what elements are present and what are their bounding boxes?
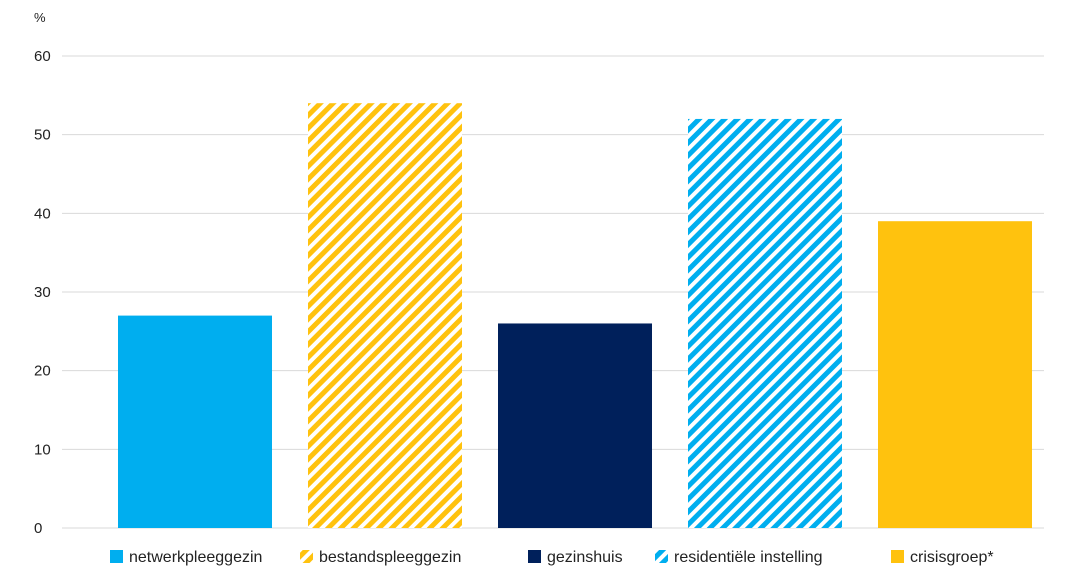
legend-label: crisisgroep* [910, 549, 994, 566]
y-axis-tick-labels: 0 10 20 30 40 50 60 [34, 48, 51, 537]
y-tick-label: 40 [34, 205, 51, 222]
y-tick-label: 10 [34, 441, 51, 458]
legend-label: gezinshuis [547, 549, 623, 566]
legend-swatch [655, 550, 668, 563]
y-tick-label: 60 [34, 48, 51, 65]
legend-item: netwerkpleeggezin [110, 549, 262, 566]
bar-5 [878, 221, 1032, 528]
legend-item: residentiële instelling [655, 549, 823, 566]
legend-swatch [300, 550, 313, 563]
legend-item: gezinshuis [528, 549, 623, 566]
bar-2 [308, 103, 462, 528]
legend-item: crisisgroep* [891, 549, 994, 566]
y-axis-unit-label: % [34, 10, 46, 25]
legend-item: bestandspleeggezin [300, 549, 461, 566]
legend-swatch [110, 550, 123, 563]
legend-label: bestandspleeggezin [319, 549, 461, 566]
y-tick-label: 0 [34, 520, 42, 537]
legend: netwerkpleeggezin bestandspleeggezin gezin… [110, 549, 994, 566]
bar-4 [688, 118, 842, 528]
legend-label: residentiële instelling [674, 549, 823, 566]
legend-swatch [528, 550, 541, 563]
legend-swatch [891, 550, 904, 563]
y-tick-label: 20 [34, 363, 51, 380]
bars [118, 103, 1032, 528]
y-tick-label: 30 [34, 284, 51, 301]
y-tick-label: 50 [34, 127, 51, 144]
legend-label: netwerkpleeggezin [129, 549, 262, 566]
bar-1 [118, 315, 272, 528]
bar-3 [498, 323, 652, 528]
